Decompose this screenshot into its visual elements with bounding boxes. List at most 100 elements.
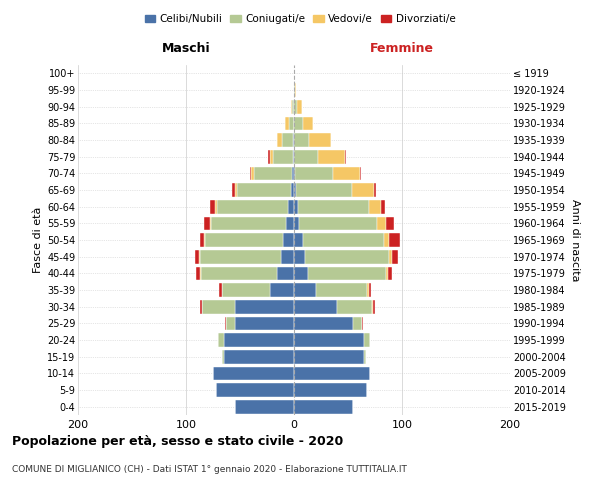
- Bar: [352, 183, 374, 197]
- Bar: [293, 133, 294, 147]
- Bar: [297, 100, 302, 114]
- Bar: [294, 233, 302, 247]
- Bar: [302, 233, 383, 247]
- Bar: [372, 300, 373, 314]
- Bar: [294, 133, 309, 147]
- Bar: [200, 266, 201, 280]
- Bar: [251, 166, 254, 180]
- Bar: [377, 216, 386, 230]
- Bar: [294, 350, 364, 364]
- Bar: [294, 266, 308, 280]
- Bar: [200, 233, 205, 247]
- Bar: [294, 150, 318, 164]
- Bar: [291, 183, 294, 197]
- Bar: [364, 333, 370, 347]
- Bar: [373, 300, 375, 314]
- Bar: [254, 166, 292, 180]
- Bar: [237, 183, 291, 197]
- Bar: [293, 150, 294, 164]
- Bar: [364, 350, 367, 364]
- Bar: [298, 200, 368, 213]
- Bar: [386, 266, 388, 280]
- Bar: [294, 216, 299, 230]
- Bar: [294, 100, 297, 114]
- Bar: [215, 200, 217, 213]
- Bar: [302, 116, 313, 130]
- Bar: [217, 200, 287, 213]
- Bar: [200, 300, 202, 314]
- Bar: [270, 150, 274, 164]
- Bar: [392, 250, 398, 264]
- Bar: [289, 116, 294, 130]
- Bar: [196, 266, 200, 280]
- Text: COMUNE DI MIGLIANICO (CH) - Dati ISTAT 1° gennaio 2020 - Elaborazione TUTTITALIA: COMUNE DI MIGLIANICO (CH) - Dati ISTAT 1…: [12, 465, 407, 474]
- Bar: [388, 266, 392, 280]
- Bar: [205, 216, 210, 230]
- Bar: [333, 166, 360, 180]
- Bar: [389, 233, 400, 247]
- Bar: [224, 333, 294, 347]
- Bar: [294, 400, 353, 413]
- Bar: [316, 283, 367, 297]
- Bar: [224, 350, 294, 364]
- Bar: [220, 283, 221, 297]
- Bar: [277, 133, 282, 147]
- Bar: [362, 316, 363, 330]
- Bar: [286, 216, 294, 230]
- Bar: [281, 250, 294, 264]
- Bar: [211, 216, 286, 230]
- Bar: [201, 266, 277, 280]
- Bar: [294, 116, 302, 130]
- Bar: [283, 233, 294, 247]
- Bar: [294, 333, 364, 347]
- Bar: [308, 266, 386, 280]
- Bar: [294, 250, 305, 264]
- Bar: [294, 383, 367, 397]
- Bar: [213, 366, 294, 380]
- Bar: [292, 100, 294, 114]
- Bar: [382, 200, 385, 213]
- Bar: [294, 183, 296, 197]
- Bar: [299, 216, 377, 230]
- Bar: [216, 383, 294, 397]
- Bar: [305, 250, 389, 264]
- Bar: [286, 116, 289, 130]
- Bar: [277, 266, 294, 280]
- Bar: [309, 133, 331, 147]
- Bar: [294, 300, 337, 314]
- Bar: [368, 200, 382, 213]
- Bar: [294, 200, 298, 213]
- Bar: [360, 166, 361, 180]
- Bar: [291, 100, 292, 114]
- Bar: [353, 316, 362, 330]
- Bar: [294, 366, 370, 380]
- Bar: [287, 200, 294, 213]
- Bar: [294, 166, 295, 180]
- Bar: [294, 83, 295, 97]
- Bar: [296, 183, 352, 197]
- Bar: [294, 283, 316, 297]
- Bar: [318, 150, 345, 164]
- Bar: [205, 233, 283, 247]
- Bar: [250, 166, 251, 180]
- Bar: [374, 183, 376, 197]
- Text: Popolazione per età, sesso e stato civile - 2020: Popolazione per età, sesso e stato civil…: [12, 435, 343, 448]
- Bar: [368, 283, 371, 297]
- Legend: Celibi/Nubili, Coniugati/e, Vedovi/e, Divorziati/e: Celibi/Nubili, Coniugati/e, Vedovi/e, Di…: [140, 10, 460, 29]
- Bar: [383, 233, 389, 247]
- Bar: [199, 250, 200, 264]
- Bar: [337, 300, 372, 314]
- Text: Maschi: Maschi: [161, 42, 211, 55]
- Text: Femmine: Femmine: [370, 42, 434, 55]
- Bar: [294, 316, 353, 330]
- Bar: [389, 250, 392, 264]
- Bar: [235, 183, 237, 197]
- Bar: [210, 216, 211, 230]
- Bar: [367, 283, 368, 297]
- Bar: [235, 400, 294, 413]
- Y-axis label: Fasce di età: Fasce di età: [32, 207, 43, 273]
- Bar: [210, 200, 215, 213]
- Bar: [274, 150, 293, 164]
- Bar: [270, 283, 294, 297]
- Bar: [225, 316, 226, 330]
